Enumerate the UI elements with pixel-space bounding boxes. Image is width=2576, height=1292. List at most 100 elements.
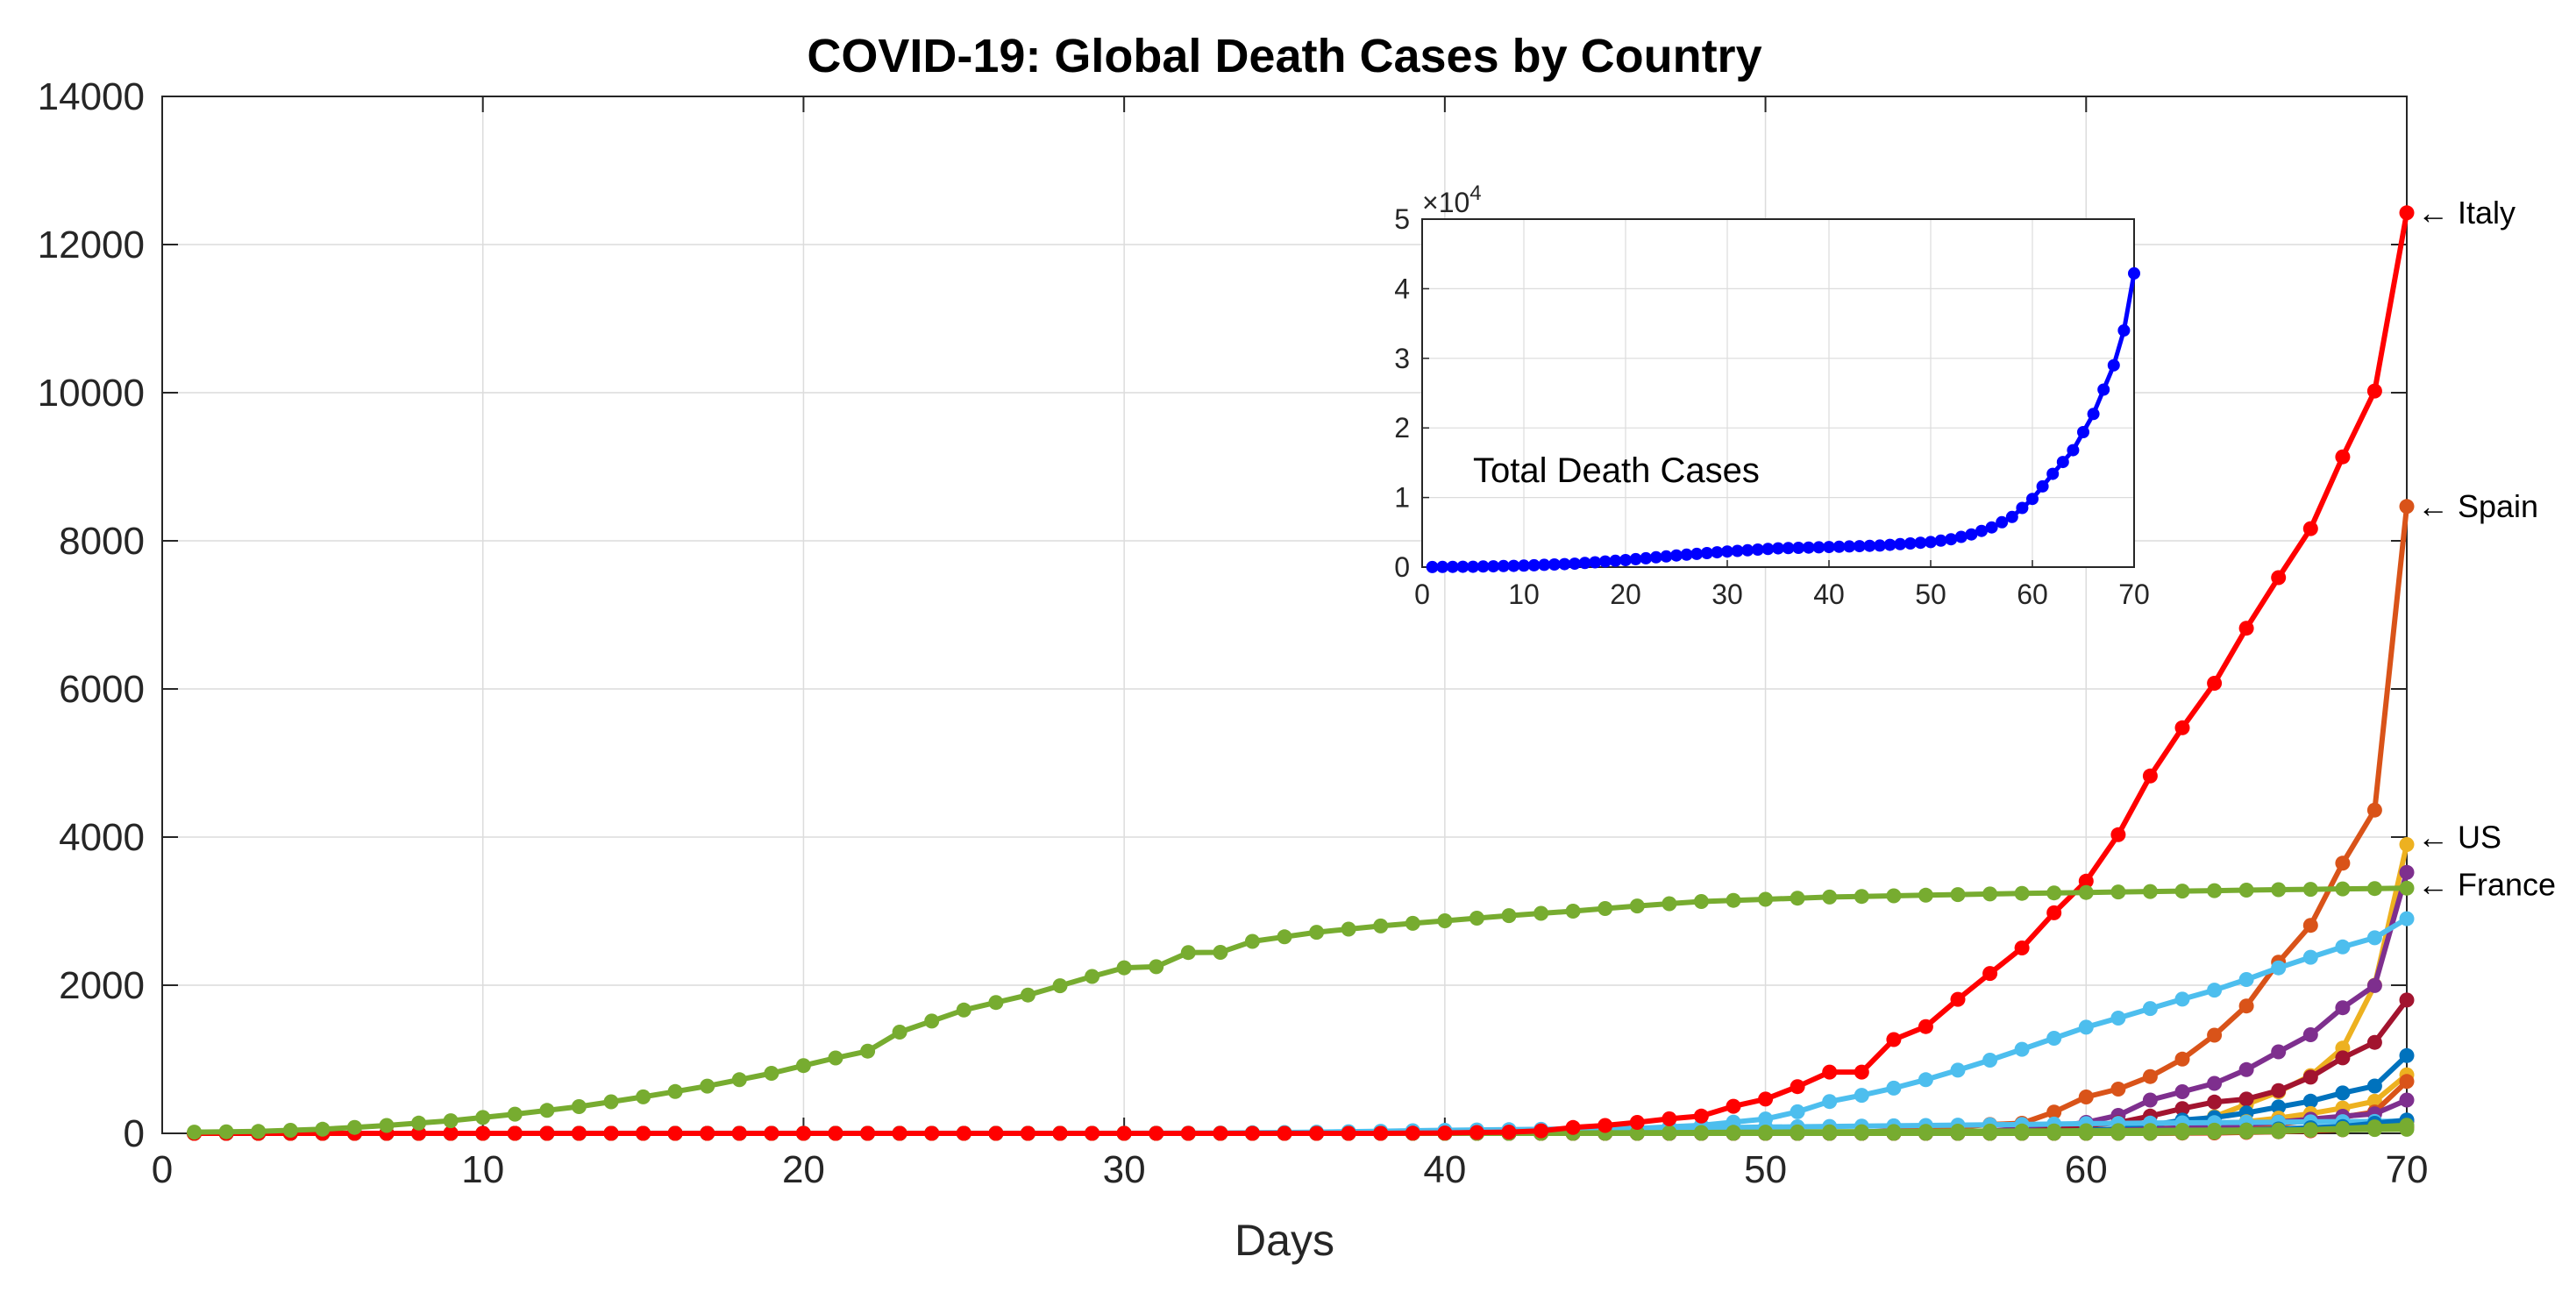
x-tick-label-20: 20 — [782, 1148, 825, 1191]
point-china-57 — [1982, 886, 1998, 902]
point-france-69 — [2366, 977, 2382, 993]
point-japan-48 — [1693, 1125, 1709, 1140]
inset-point-52 — [1945, 533, 1958, 546]
point-netherlands-67 — [2302, 1093, 2318, 1109]
y-tick-label-12000: 12000 — [38, 224, 145, 266]
point-china-2 — [218, 1124, 234, 1139]
point-china-19 — [764, 1066, 779, 1081]
series-china — [187, 880, 2415, 1140]
point-china-37 — [1341, 921, 1356, 937]
point-china-21 — [828, 1050, 843, 1066]
point-iran-63 — [2174, 991, 2190, 1007]
inset-point-18 — [1598, 555, 1612, 568]
inset-point-39 — [1812, 541, 1825, 554]
inset-point-14 — [1558, 557, 1571, 571]
point-china-29 — [1085, 969, 1100, 984]
inset-point-43 — [1853, 540, 1866, 553]
point-japan-57 — [1982, 1123, 1998, 1139]
point-china-53 — [1854, 889, 1869, 905]
inset-point-33 — [1751, 543, 1764, 556]
point-france-62 — [2142, 1092, 2158, 1108]
point-china-59 — [2046, 885, 2062, 901]
point-italy-40 — [1437, 1125, 1453, 1141]
point-japan-51 — [1790, 1124, 1805, 1139]
point-italy-54 — [1886, 1032, 1902, 1047]
inset-y-tick-label-1: 1 — [1394, 482, 1410, 514]
inset-point-38 — [1802, 541, 1815, 554]
inset-y-tick-label-0: 0 — [1394, 551, 1410, 583]
point-iran-58 — [2014, 1041, 2030, 1057]
inset-x-tick-label-60: 60 — [2017, 579, 2048, 610]
point-china-36 — [1309, 925, 1325, 941]
inset-point-50 — [1925, 536, 1937, 549]
point-china-65 — [2238, 883, 2254, 898]
point-china-39 — [1405, 915, 1420, 931]
inset-point-11 — [1527, 558, 1541, 571]
point-japan-70 — [2399, 1121, 2415, 1137]
inset-point-64 — [2067, 444, 2080, 457]
chart-title: COVID-19: Global Death Cases by Country — [807, 30, 1761, 82]
point-japan-62 — [2142, 1123, 2158, 1139]
point-china-66 — [2271, 882, 2287, 898]
point-iran-56 — [1950, 1062, 1966, 1078]
point-italy-14 — [603, 1125, 619, 1141]
inset-point-44 — [1863, 539, 1876, 552]
inset-point-58 — [2005, 510, 2018, 523]
point-china-32 — [1180, 945, 1196, 961]
point-china-45 — [1598, 901, 1613, 916]
point-china-38 — [1373, 918, 1389, 934]
point-japan-49 — [1726, 1125, 1741, 1140]
point-china-41 — [1469, 911, 1484, 926]
inset-ticks: 0 10 20 30 40 50 60 70 0 1 2 3 4 5 — [1394, 203, 2150, 610]
inset-point-2 — [1436, 560, 1449, 573]
point-france-67 — [2302, 1027, 2318, 1042]
annotation-france: ← France — [2417, 866, 2556, 902]
inset-point-57 — [1996, 515, 2009, 529]
point-italy-27 — [1020, 1125, 1035, 1141]
point-china-7 — [379, 1118, 395, 1133]
annotation-spain: ← Spain — [2417, 488, 2538, 524]
point-netherlands-66 — [2271, 1099, 2287, 1115]
point-italy-23 — [892, 1125, 907, 1141]
point-italy-38 — [1373, 1125, 1389, 1141]
point-spain-59 — [2046, 1104, 2062, 1120]
point-japan-50 — [1758, 1125, 1774, 1140]
annotation-italy: ← Italy — [2417, 195, 2516, 231]
point-italy-19 — [764, 1125, 779, 1141]
y-tick-label-6000: 6000 — [59, 668, 145, 711]
point-iran-66 — [2271, 960, 2287, 976]
inset-point-3 — [1446, 560, 1459, 573]
point-china-49 — [1726, 892, 1741, 908]
point-italy-48 — [1693, 1108, 1709, 1124]
point-china-30 — [1116, 960, 1132, 976]
point-japan-59 — [2046, 1123, 2062, 1139]
point-china-20 — [795, 1058, 811, 1074]
point-china-34 — [1244, 934, 1260, 949]
point-china-35 — [1277, 929, 1292, 945]
point-belgium-70 — [2399, 1074, 2415, 1090]
point-italy-32 — [1180, 1125, 1196, 1141]
point-china-8 — [411, 1115, 427, 1131]
point-japan-58 — [2014, 1123, 2030, 1139]
inset-series-total-death-cases — [1426, 266, 2140, 573]
point-japan-46 — [1629, 1125, 1645, 1140]
inset-exponent-label: ×104 — [1422, 181, 1482, 218]
point-italy-22 — [860, 1125, 876, 1141]
point-china-70 — [2399, 880, 2415, 896]
inset-point-41 — [1832, 540, 1846, 553]
inset-point-31 — [1731, 544, 1744, 557]
point-china-16 — [667, 1083, 683, 1099]
point-us-70 — [2399, 837, 2415, 852]
inset-point-59 — [2016, 501, 2029, 515]
point-italy-18 — [731, 1125, 747, 1141]
point-spain-70 — [2399, 499, 2415, 515]
point-italy-16 — [667, 1125, 683, 1141]
point-italy-39 — [1405, 1125, 1420, 1141]
inset-point-35 — [1772, 542, 1784, 555]
point-italy-60 — [2078, 873, 2094, 889]
point-spain-61 — [2110, 1082, 2126, 1097]
inset-point-51 — [1934, 534, 1947, 547]
point-spain-62 — [2142, 1068, 2158, 1084]
point-uk-69 — [2366, 1034, 2382, 1050]
